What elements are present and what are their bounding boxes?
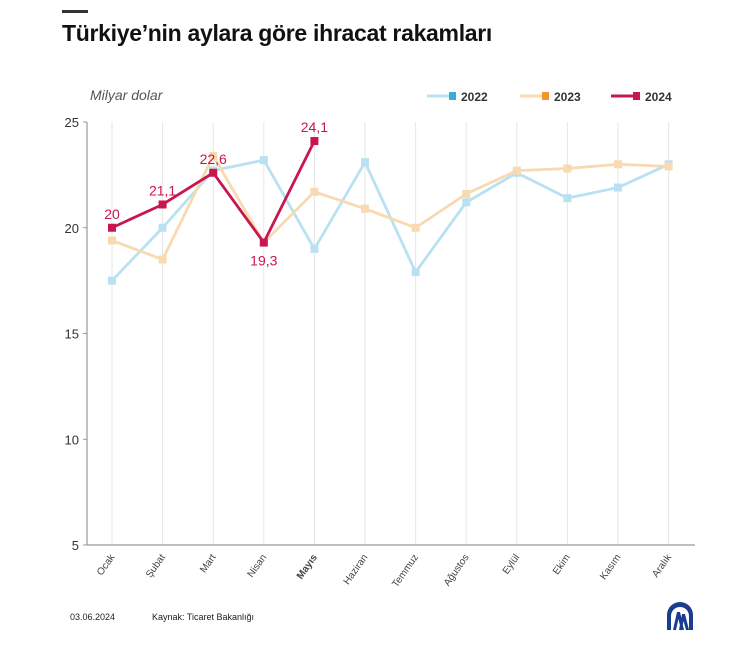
- data-point-2022: [259, 156, 268, 165]
- data-label: 19,3: [250, 253, 277, 269]
- legend-marker-2023: [542, 92, 549, 100]
- title-accent-bar: [62, 10, 88, 13]
- y-tick-label: 15: [65, 327, 79, 342]
- x-tick-label: Ocak: [95, 552, 118, 578]
- x-tick-label: Ağustos: [442, 552, 472, 588]
- data-point-2023: [512, 166, 521, 175]
- data-point-2023: [664, 162, 673, 171]
- data-point-2024: [209, 168, 218, 177]
- data-point-2023: [411, 223, 420, 232]
- data-point-2023: [209, 151, 218, 160]
- data-point-2022: [108, 276, 116, 285]
- x-tick-label: Aralık: [650, 552, 674, 580]
- data-point-2022: [310, 244, 319, 253]
- legend-marker-2024: [633, 92, 640, 100]
- x-tick-label: Haziran: [342, 552, 371, 587]
- data-label: 20: [104, 206, 120, 222]
- y-tick-label: 20: [65, 221, 79, 236]
- x-tick-label: Nisan: [246, 552, 270, 579]
- series-line-2023: [111, 154, 669, 261]
- data-point-2022: [411, 268, 420, 277]
- data-point-2024: [158, 200, 167, 209]
- data-point-2023: [614, 160, 622, 169]
- data-point-2023: [361, 204, 369, 213]
- y-tick-label: 25: [65, 115, 79, 130]
- data-point-2023: [563, 164, 572, 173]
- data-label: 21,1: [149, 182, 176, 198]
- x-tick-label: Mart: [198, 552, 219, 575]
- data-label: 24,1: [301, 119, 328, 135]
- source-label: Kaynak: Ticaret Bakanlığı: [152, 612, 255, 622]
- data-point-2024: [108, 223, 116, 232]
- data-point-2022: [563, 194, 572, 203]
- data-point-2023: [462, 189, 471, 198]
- x-tick-label: Ekim: [551, 552, 573, 577]
- x-tick-label: Eylül: [501, 552, 522, 576]
- data-point-2022: [462, 198, 471, 207]
- x-tick-label: Mayıs: [295, 552, 320, 581]
- data-point-2022: [614, 183, 622, 192]
- x-tick-label: Temmuz: [390, 552, 421, 589]
- data-point-2023: [310, 187, 319, 196]
- data-label: 22,6: [200, 151, 227, 167]
- legend-marker-2022: [449, 92, 456, 100]
- date-label: 03.06.2024: [70, 612, 116, 622]
- data-point-2024: [259, 238, 268, 247]
- y-axis-label: Milyar dolar: [90, 87, 164, 103]
- data-point-2022: [158, 223, 167, 232]
- data-point-2024: [310, 137, 319, 146]
- legend-label-2023: 2023: [554, 90, 581, 104]
- series-line-2022: [110, 158, 670, 282]
- data-point-2023: [108, 236, 116, 245]
- data-point-2022: [361, 158, 369, 167]
- data-point-2023: [158, 255, 167, 264]
- aa-logo: [667, 602, 693, 630]
- legend-label-2022: 2022: [461, 90, 488, 104]
- x-tick-label: Kasım: [598, 552, 623, 582]
- x-tick-label: Şubat: [144, 552, 168, 580]
- y-tick-label: 5: [72, 538, 79, 553]
- legend-label-2024: 2024: [645, 90, 672, 104]
- y-tick-label: 10: [65, 432, 79, 447]
- page-title: Türkiye’nin aylara göre ihracat rakamlar…: [62, 20, 493, 46]
